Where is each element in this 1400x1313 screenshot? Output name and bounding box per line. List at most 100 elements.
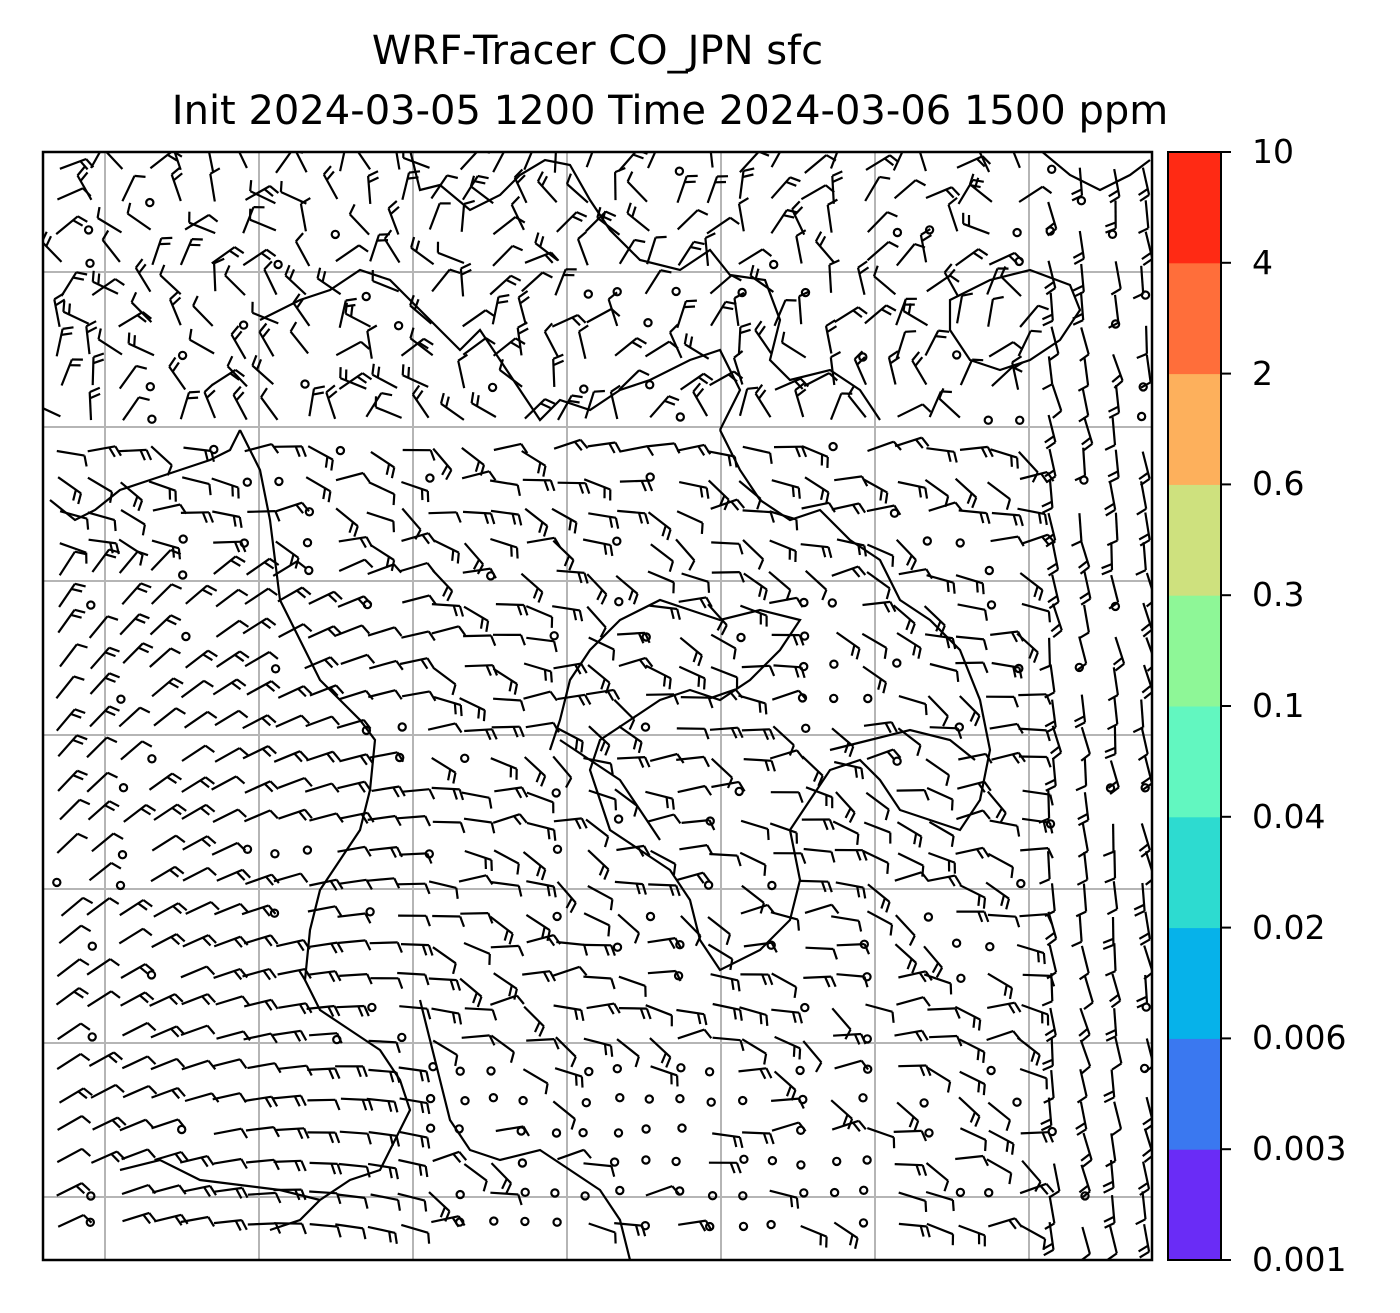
wind-barb bbox=[344, 302, 372, 328]
wind-barb bbox=[1071, 913, 1083, 948]
wind-barb bbox=[897, 480, 929, 499]
wind-barb bbox=[707, 603, 728, 636]
wind-barb bbox=[954, 477, 978, 509]
wind-barb bbox=[1039, 637, 1051, 672]
wind-barb bbox=[710, 633, 737, 660]
wind-barb bbox=[526, 880, 557, 898]
calm-wind-marker bbox=[517, 1158, 528, 1168]
wind-barb bbox=[958, 1096, 981, 1128]
wind-barb bbox=[148, 480, 177, 502]
wind-barb bbox=[182, 934, 217, 948]
wind-barb bbox=[523, 152, 533, 171]
calm-wind-marker bbox=[892, 756, 902, 766]
wind-barb bbox=[740, 819, 770, 841]
calm-wind-marker bbox=[703, 880, 714, 890]
wind-barb bbox=[490, 881, 523, 897]
wind-barb bbox=[647, 570, 675, 594]
wind-barb bbox=[212, 1058, 248, 1069]
calm-wind-marker bbox=[365, 907, 375, 917]
wind-barb bbox=[943, 263, 960, 298]
wind-barb bbox=[309, 941, 344, 954]
wind-barb bbox=[769, 539, 797, 563]
wind-barb bbox=[56, 1182, 91, 1197]
wind-barb bbox=[335, 624, 371, 637]
wind-barb bbox=[336, 1004, 370, 1017]
wind-barb bbox=[492, 813, 528, 826]
wind-barb bbox=[1102, 916, 1115, 951]
colorbar-tick-label: 2 bbox=[1252, 353, 1273, 393]
wind-barb bbox=[847, 385, 867, 418]
wind-barb bbox=[55, 326, 74, 357]
calm-wind-marker bbox=[425, 1123, 436, 1133]
wind-barb bbox=[309, 1223, 342, 1238]
calm-wind-marker bbox=[954, 722, 965, 732]
calm-wind-marker bbox=[86, 1191, 96, 1201]
calm-wind-marker bbox=[1014, 256, 1024, 267]
wind-barb bbox=[118, 448, 153, 461]
wind-barb bbox=[56, 449, 88, 467]
wind-barb bbox=[896, 1101, 920, 1132]
wind-barb bbox=[523, 690, 558, 702]
wind-barb bbox=[154, 1150, 189, 1164]
wind-barb bbox=[824, 319, 838, 354]
calm-wind-marker bbox=[892, 227, 903, 238]
wind-barb bbox=[582, 538, 614, 557]
wind-barb bbox=[56, 958, 90, 978]
wind-barb bbox=[805, 946, 838, 960]
calm-wind-marker bbox=[580, 1191, 590, 1201]
wind-barb bbox=[242, 248, 277, 267]
wind-barb bbox=[251, 354, 275, 386]
wind-barb bbox=[433, 696, 463, 717]
calm-wind-marker bbox=[242, 477, 252, 487]
wind-barb bbox=[923, 945, 944, 978]
wind-barb bbox=[123, 803, 157, 823]
calm-wind-marker bbox=[238, 320, 249, 330]
calm-wind-marker bbox=[239, 538, 249, 548]
calm-wind-marker bbox=[455, 1189, 465, 1200]
calm-wind-marker bbox=[145, 197, 155, 208]
wind-barb bbox=[896, 632, 922, 659]
wind-barb bbox=[709, 726, 744, 739]
wind-barb bbox=[526, 791, 555, 814]
calm-wind-marker bbox=[1140, 783, 1150, 793]
wind-barb bbox=[929, 1034, 963, 1047]
wind-barb bbox=[771, 479, 801, 499]
wind-barb bbox=[552, 539, 575, 571]
wind-barb bbox=[431, 786, 465, 801]
wind-barb bbox=[370, 977, 404, 989]
calm-wind-marker bbox=[769, 259, 779, 270]
calm-wind-marker bbox=[393, 321, 404, 331]
wind-barb bbox=[335, 244, 369, 263]
wind-barb bbox=[59, 510, 90, 530]
coastline bbox=[719, 429, 992, 832]
calm-wind-marker bbox=[455, 1217, 465, 1227]
wind-barb bbox=[463, 941, 491, 965]
wind-barb bbox=[401, 480, 430, 503]
wind-barb bbox=[279, 180, 307, 205]
wind-barb bbox=[181, 476, 212, 496]
wind-barb bbox=[275, 540, 300, 569]
calm-wind-marker bbox=[269, 908, 280, 918]
calm-wind-marker bbox=[613, 1128, 624, 1138]
wind-barb bbox=[1137, 167, 1151, 202]
wind-barb bbox=[927, 874, 962, 887]
wind-barb bbox=[754, 320, 773, 354]
wind-barb bbox=[367, 563, 403, 576]
calm-wind-marker bbox=[862, 1034, 873, 1044]
wind-barb bbox=[711, 780, 746, 792]
wind-barb bbox=[956, 809, 991, 821]
wind-barb bbox=[619, 445, 655, 457]
calm-wind-marker bbox=[677, 1123, 687, 1133]
wind-barb bbox=[522, 1068, 549, 1095]
wind-barb bbox=[554, 268, 577, 296]
wind-barb bbox=[243, 1095, 279, 1108]
wind-barb bbox=[1017, 329, 1042, 357]
wind-barb bbox=[400, 943, 434, 956]
map-plot-area bbox=[43, 152, 1152, 1260]
wind-barb bbox=[798, 290, 810, 325]
wind-barb bbox=[149, 993, 184, 1007]
wind-barb bbox=[58, 924, 92, 945]
wind-barb bbox=[1140, 602, 1152, 638]
wind-barb bbox=[867, 211, 898, 233]
wind-barb bbox=[368, 481, 396, 506]
